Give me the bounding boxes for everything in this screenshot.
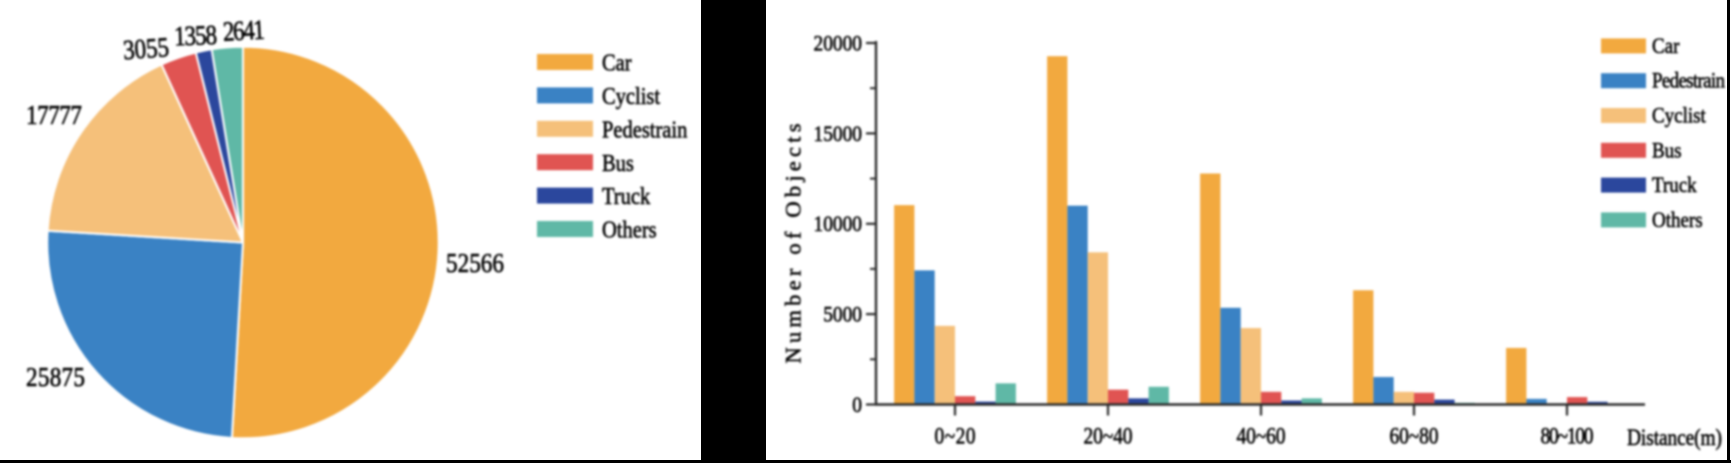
svg-text:Others: Others [602, 216, 657, 243]
svg-text:10000: 10000 [814, 211, 862, 237]
svg-text:Cyclist: Cyclist [1652, 103, 1706, 128]
svg-text:Car: Car [602, 49, 632, 76]
svg-text:0: 0 [852, 392, 862, 418]
svg-text:1358: 1358 [173, 19, 217, 52]
svg-text:Pedestrain: Pedestrain [1652, 68, 1726, 93]
svg-text:17777: 17777 [26, 99, 82, 131]
svg-text:20000: 20000 [814, 30, 862, 56]
svg-text:40~60: 40~60 [1237, 423, 1286, 449]
svg-text:25875: 25875 [26, 361, 85, 393]
svg-text:Distance(m): Distance(m) [1627, 424, 1722, 450]
svg-text:80~100: 80~100 [1541, 423, 1594, 449]
svg-text:Others: Others [1652, 207, 1703, 232]
svg-text:Bus: Bus [602, 149, 634, 176]
svg-text:Truck: Truck [602, 183, 651, 210]
svg-text:52566: 52566 [446, 247, 504, 279]
svg-text:60~80: 60~80 [1390, 423, 1439, 449]
svg-text:Bus: Bus [1652, 138, 1682, 163]
svg-text:5000: 5000 [823, 301, 862, 327]
svg-text:15000: 15000 [814, 121, 862, 147]
svg-text:3055: 3055 [122, 31, 170, 66]
svg-text:Number of Objects: Number of Objects [781, 124, 806, 364]
svg-text:Pedestrain: Pedestrain [602, 116, 687, 143]
svg-text:Truck: Truck [1652, 173, 1697, 198]
svg-text:20~40: 20~40 [1084, 423, 1133, 449]
svg-text:0~20: 0~20 [935, 423, 976, 449]
svg-text:Car: Car [1652, 33, 1679, 58]
svg-text:Cyclist: Cyclist [602, 82, 661, 109]
svg-text:2641: 2641 [222, 14, 266, 48]
